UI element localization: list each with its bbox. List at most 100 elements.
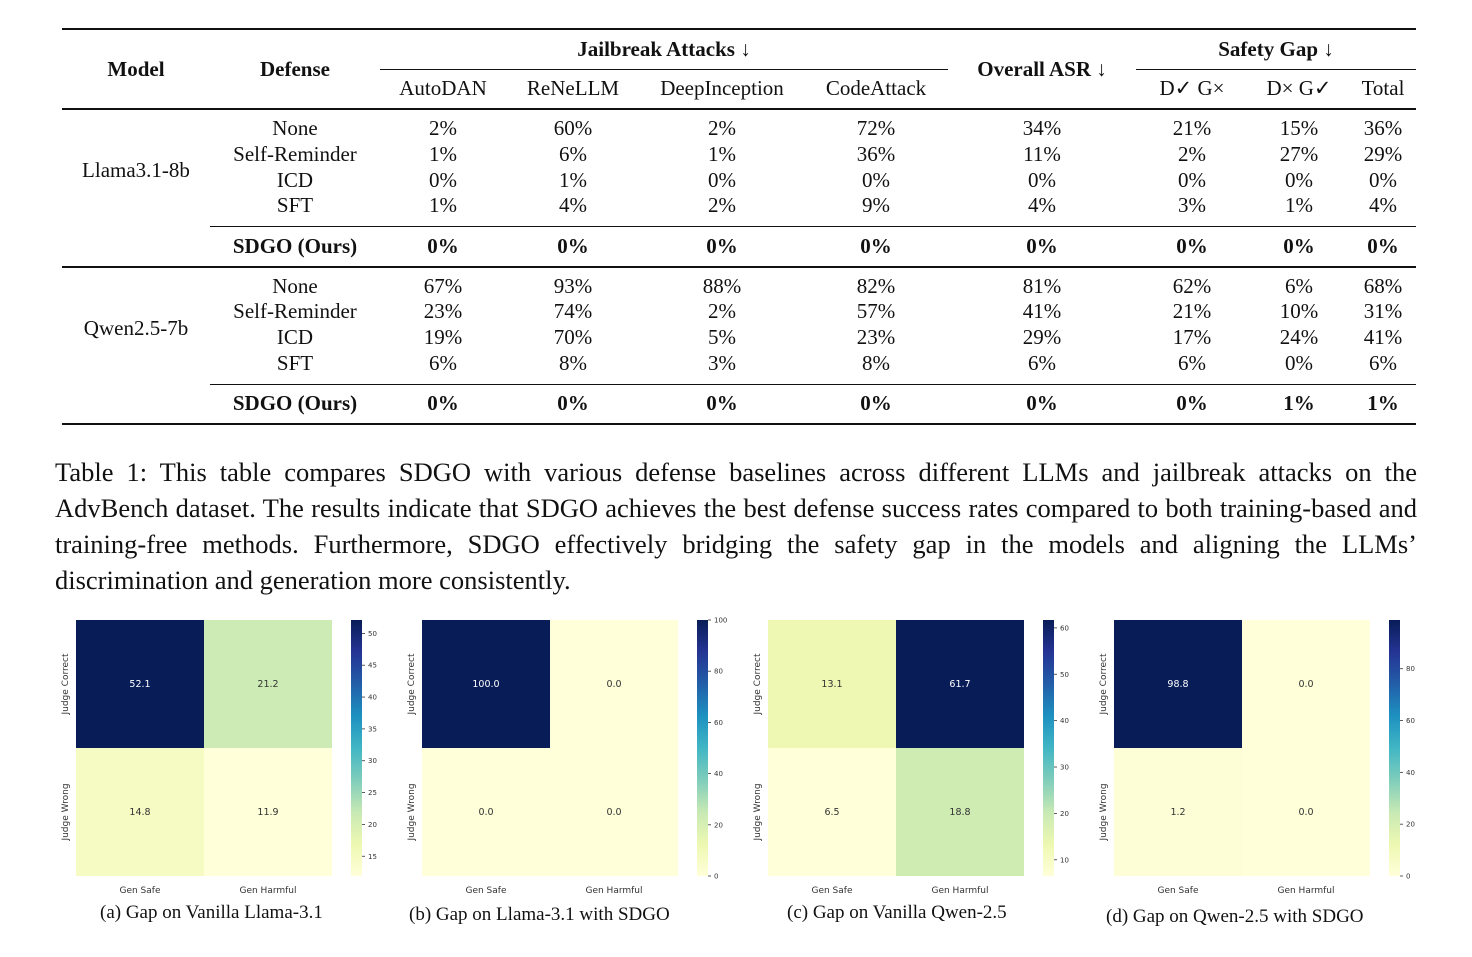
colorbar-tick-label: 60	[714, 719, 723, 727]
defense-cell: Self-Reminder	[233, 299, 357, 323]
value-cell: 72%	[856, 116, 896, 140]
heatmap-cell-label: 21.2	[257, 679, 278, 690]
colorbar-tick-label: 80	[1406, 665, 1415, 673]
defense-cell-ours: SDGO (Ours)	[210, 226, 380, 267]
value-cell: 0%	[1285, 350, 1313, 375]
header-defense: Defense	[260, 56, 330, 81]
colorbar-tick-label: 0	[1406, 873, 1410, 881]
value-cell-ours: 0%	[804, 226, 948, 267]
subcaption-b: (b) Gap on Llama-3.1 with SDGO	[409, 904, 670, 925]
value-cell-ours: 0%	[948, 383, 1136, 424]
defense-cell-ours: SDGO (Ours)	[210, 383, 380, 424]
value-cell: 21%	[1172, 116, 1212, 140]
heatmap-y-label: Judge Wrong	[1099, 783, 1109, 841]
defense-cell: SFT	[276, 193, 314, 217]
value-cell: 4%	[559, 193, 587, 217]
heatmap-cell-label: 98.8	[1167, 679, 1188, 690]
value-cell: 1%	[559, 167, 587, 192]
heatmap-d: 98.8 0.0 1.2 0.0 Judge Correct Judge Wrong Gen…	[1099, 620, 1415, 896]
value-cell: 4%	[1369, 193, 1397, 217]
results-table: Model Defense Jailbreak Attacks ↓ Overal…	[62, 28, 1416, 425]
heatmap-cell-label: 52.1	[129, 679, 150, 690]
defense-cell: Self-Reminder	[233, 141, 357, 166]
value-cell: 6%	[1028, 350, 1056, 375]
heatmap-cell	[422, 620, 550, 748]
heatmap-x-label: Gen Safe	[1157, 886, 1198, 896]
heatmap-cell	[1242, 620, 1370, 748]
value-cell: 88%	[702, 273, 742, 298]
colorbar-tick-label: 45	[368, 662, 377, 670]
heatmap-a: 52.1 21.2 14.8 11.9 Judge Correct Judge Wrong…	[61, 620, 377, 896]
value-cell: 15%	[1279, 116, 1319, 140]
value-cell: 3%	[708, 350, 736, 375]
heatmap-cell	[204, 620, 332, 748]
header-attack-renellm: ReNeLLM	[526, 76, 620, 101]
heatmap-cell-label: 0.0	[606, 807, 621, 818]
heatmap-x-label: Gen Safe	[465, 886, 506, 896]
heatmap-x-label: Gen Harmful	[585, 886, 642, 896]
colorbar-tick-label: 20	[714, 821, 723, 829]
heatmap-cell-label: 0.0	[1298, 679, 1313, 690]
colorbar-tick-label: 35	[368, 725, 377, 733]
value-cell: 2%	[1178, 141, 1206, 166]
heatmap-figure-d: 98.8 0.0 1.2 0.0 Judge Correct Judge Wrong Gen…	[1094, 614, 1434, 899]
defense-cell: None	[272, 116, 318, 140]
header-attack-codeattack: CodeAttack	[825, 76, 927, 101]
colorbar-tick-label: 40	[1060, 717, 1069, 725]
value-cell: 11%	[1023, 141, 1061, 166]
value-cell: 3%	[1178, 193, 1206, 217]
value-cell: 36%	[856, 141, 896, 166]
heatmap-c: 13.1 61.7 6.5 18.8 Judge Correct Judge Wrong G…	[753, 620, 1069, 896]
value-cell: 1%	[429, 141, 457, 166]
table-row: ICD 19% 70% 5% 23% 29% 17% 24% 41%	[62, 325, 1416, 351]
value-cell-ours: 0%	[506, 383, 640, 424]
value-cell: 23%	[423, 299, 463, 323]
value-cell: 5%	[708, 325, 736, 349]
value-cell: 17%	[1172, 325, 1212, 349]
heatmap-y-label: Judge Correct	[753, 653, 763, 716]
heatmap-cell-label: 1.2	[1170, 807, 1185, 818]
value-cell: 82%	[856, 273, 896, 298]
subcaption-a: (a) Gap on Vanilla Llama-3.1	[100, 902, 323, 923]
heatmap-cell-label: 14.8	[129, 807, 150, 818]
value-cell-ours: 0%	[804, 383, 948, 424]
value-cell: 8%	[559, 350, 587, 375]
value-cell: 0%	[1178, 167, 1206, 192]
heatmap-cell-label: 61.7	[949, 679, 970, 690]
heatmap-cell	[422, 748, 550, 876]
heatmap-y-label: Judge Correct	[1099, 653, 1109, 716]
colorbar-tick-label: 20	[368, 821, 377, 829]
header-gap-total: Total	[1361, 76, 1405, 101]
value-cell: 23%	[856, 325, 896, 349]
value-cell: 81%	[1022, 273, 1062, 298]
defense-cell: SFT	[276, 350, 314, 375]
value-cell: 36%	[1363, 116, 1403, 140]
colorbar-tick-label: 40	[1406, 769, 1415, 777]
heatmap-figure-b: 100.0 0.0 0.0 0.0 Judge Correct Judge Wrong Ge…	[402, 614, 742, 899]
heatmap-cell-label: 13.1	[821, 679, 842, 690]
value-cell-ours: 0%	[1248, 226, 1350, 267]
value-cell-ours: 0%	[380, 383, 506, 424]
header-gap-dwrong-gcorrect: D× G✓	[1266, 76, 1332, 101]
heatmap-x-label: Gen Harmful	[931, 886, 988, 896]
heatmap-cell	[1114, 748, 1242, 876]
value-cell-ours: 1%	[1248, 383, 1350, 424]
value-cell: 6%	[1369, 350, 1397, 375]
heatmap-y-label: Judge Correct	[61, 653, 71, 716]
value-cell-ours: 0%	[640, 226, 804, 267]
header-attack-autodan: AutoDAN	[399, 76, 487, 101]
heatmap-x-label: Gen Safe	[811, 886, 852, 896]
colorbar-tick-label: 10	[1060, 856, 1069, 864]
heatmap-cell	[550, 620, 678, 748]
heatmap-cell	[768, 748, 896, 876]
table-row: SFT 6% 8% 3% 8% 6% 6% 0% 6%	[62, 351, 1416, 385]
value-cell: 19%	[423, 325, 463, 349]
table-row: ICD 0% 1% 0% 0% 0% 0% 0% 0%	[62, 167, 1416, 193]
value-cell: 70%	[553, 325, 593, 349]
table-row: Llama3.1-8b None 2% 60% 2% 72% 34% 21% 15% 36%	[62, 109, 1416, 182]
table-row-ours: SDGO (Ours) 0% 0% 0% 0% 0% 0% 1% 1%	[62, 383, 1416, 424]
value-cell: 74%	[553, 299, 593, 323]
table-row: Self-Reminder 23% 74% 2% 57% 41% 21% 10% 31%	[62, 299, 1416, 325]
heatmap-cell-label: 100.0	[472, 679, 499, 690]
colorbar	[1389, 620, 1400, 876]
